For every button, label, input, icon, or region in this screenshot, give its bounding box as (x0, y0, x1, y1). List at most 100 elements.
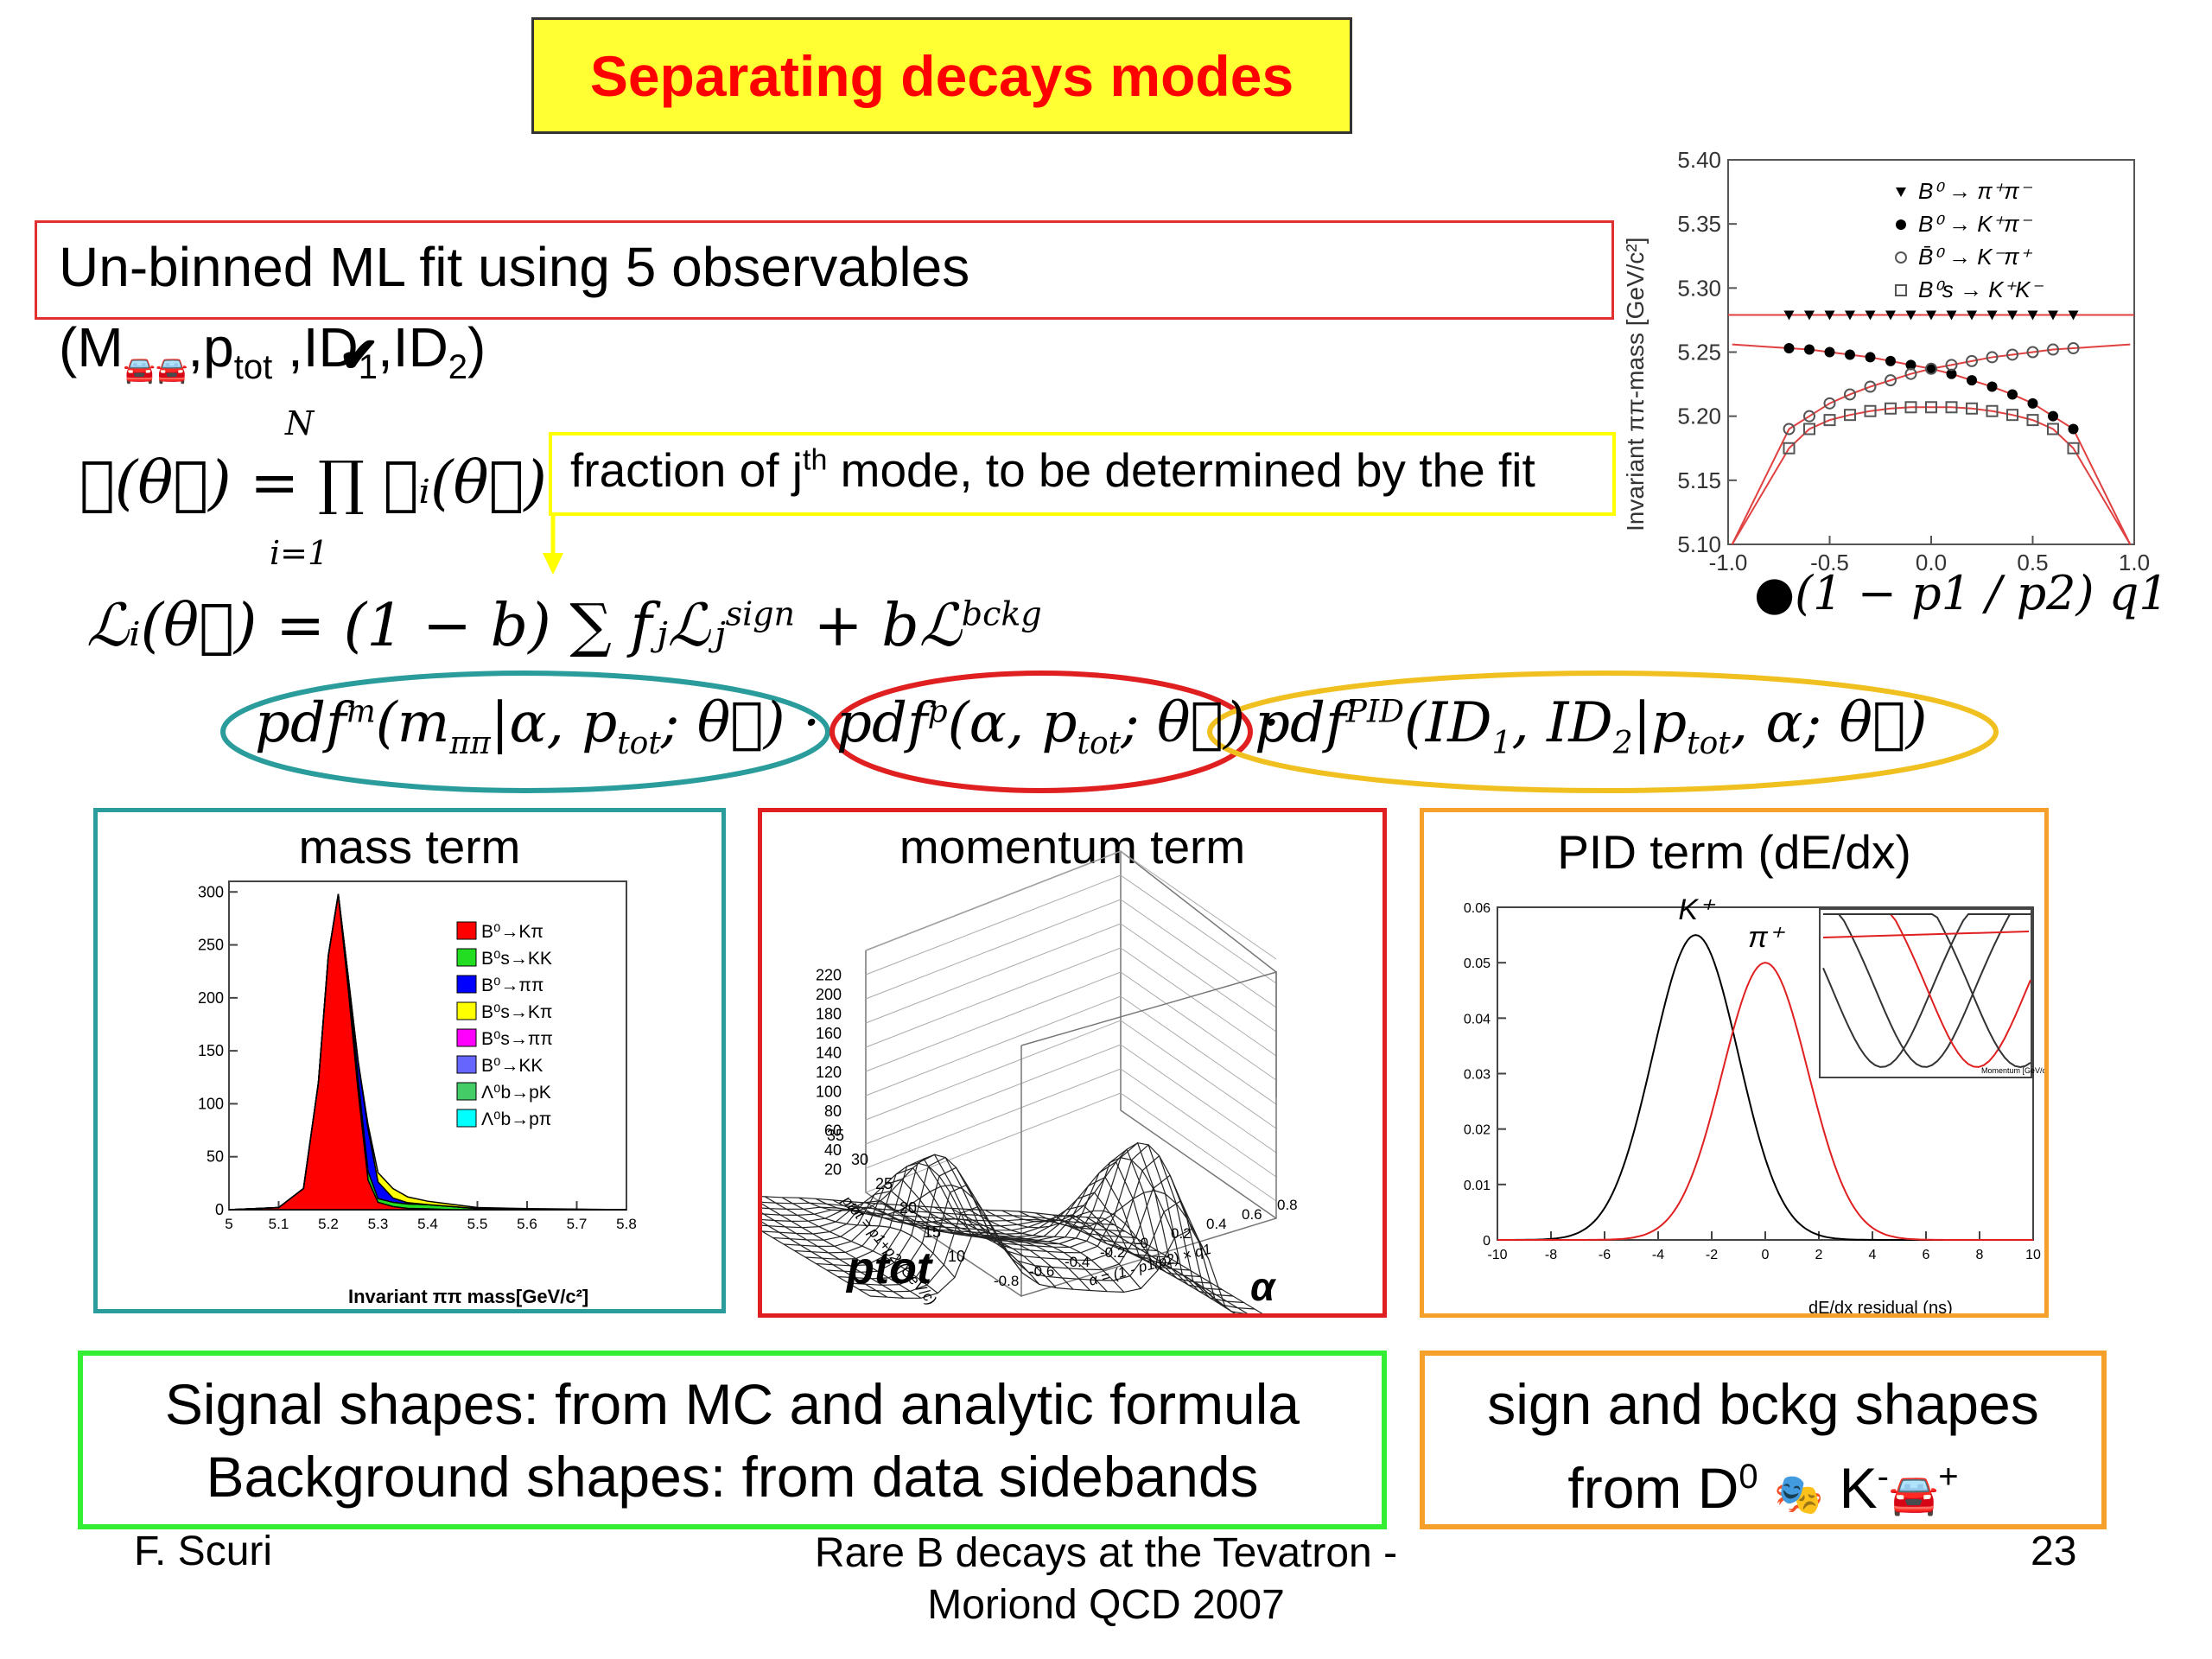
scatter-legend-label: B⁰s → K⁺K⁻ (1918, 276, 2044, 302)
product-upper-limit: N (285, 404, 315, 442)
scatter-point (1967, 310, 1977, 321)
surface-grid-line (865, 1020, 1122, 1121)
scatter-point (2067, 342, 2080, 355)
scatter-y-axis-label: Invariant ππ-mass [GeV/c²] (1622, 238, 1649, 532)
surface-mesh-line (984, 1209, 1159, 1271)
pid-x-tick-label: -4 (1652, 1248, 1664, 1262)
mass-legend-label: B⁰→ππ (481, 976, 543, 995)
surface-box-edge (865, 850, 1277, 1097)
surface-mesh-line (798, 1162, 973, 1236)
pdf-momentum-term: pdfp(α, ptot; θ⃗) · (836, 691, 1281, 761)
surface-z-tick-label: 120 (816, 1064, 842, 1081)
footer-author: F. Scuri (134, 1529, 273, 1574)
scatter-legend-marker (1895, 284, 1907, 296)
scatter-point (1864, 380, 1877, 393)
surface-z-tick-label: 160 (816, 1025, 842, 1042)
scatter-fit-curve (1731, 406, 2132, 545)
control-sample-line2: from D0 🎭 K-🚘+ (1567, 1456, 1959, 1520)
scatter-point (1865, 352, 1876, 363)
surface-mesh-line (762, 1221, 887, 1298)
mass-stack-area (228, 893, 626, 1211)
pid-curve-label: π⁺ (1748, 921, 1786, 954)
surface-grid-line (865, 874, 1122, 976)
surface-grid-line (1120, 995, 1277, 1105)
scatter-y-tick-label: 5.35 (1677, 211, 1721, 237)
surface-mesh-line (883, 1203, 1057, 1288)
surface-grid-line (865, 1092, 1122, 1193)
mass-x-axis-label: Invariant ππ mass[GeV/c²] (348, 1286, 588, 1307)
mass-vs-alpha-chart: 5.10 5.15 5.20 5.25 5.30 5.35 5.40 -1.0 -0.5 0.0… (1622, 147, 2150, 575)
surface-y-tick-label: 35 (827, 1127, 844, 1144)
surface-x-tick-label: -0.2 (1100, 1244, 1125, 1261)
surface-z-tick-label: 40 (824, 1141, 842, 1159)
pid-x-tick-label: 10 (2025, 1248, 2041, 1262)
surface-grid-line (1120, 923, 1277, 1033)
surface-mesh-line (781, 1197, 956, 1278)
mass-legend-swatch (456, 948, 477, 967)
scatter-point (1925, 362, 1937, 375)
likelihood-total: ℒ(θ⃗) = ∏ ℒᵢ(θ⃗) (79, 449, 547, 518)
scatter-point (1803, 410, 1815, 423)
surface-grid-line (865, 947, 1122, 1048)
pid-inset-curve (1823, 913, 2031, 1068)
scatter-point (2006, 348, 2018, 361)
surface-y-tick-label: 30 (851, 1151, 868, 1168)
scatter-point (2047, 343, 2059, 356)
mass-ellipse (220, 671, 830, 793)
momentum-term-panel: momentum term 20 40 60 80 100 120 140 160 180 200… (758, 808, 1387, 1318)
scatter-point (1966, 402, 1978, 415)
mass-y-tick-label: 150 (198, 1042, 224, 1059)
pid-y-tick-label: 0.06 (1464, 901, 1491, 916)
mass-legend-swatch (456, 921, 477, 940)
pdf-ellipses (220, 671, 1999, 793)
surface-mesh-line (762, 1230, 871, 1297)
pid-x-tick-label: 4 (1869, 1248, 1877, 1262)
scatter-point (2048, 410, 2058, 422)
check-icon: ✔ (339, 327, 379, 382)
observables-line1: Un-binned ML fit using 5 observables (59, 236, 970, 298)
mass-x-tick-label: 5.2 (318, 1216, 339, 1232)
mass-legend-label: Λ⁰b→pπ (481, 1109, 551, 1129)
surface-grid-line (865, 1044, 1122, 1145)
surface-grid-line (865, 923, 1122, 1024)
surface-grid-line (1120, 1068, 1277, 1178)
surface-mesh-line (1086, 1217, 1249, 1313)
surface-z-tick-label: 140 (816, 1045, 842, 1062)
scatter-y-tick-label: 5.30 (1677, 275, 1721, 301)
surface-x-tick-label: 0.2 (1171, 1225, 1192, 1242)
pid-x-tick-label: -6 (1599, 1248, 1611, 1262)
mass-legend-label: B⁰→Kπ (481, 922, 543, 942)
fraction-annotation-box (549, 432, 1616, 516)
scatter-point (1905, 310, 1916, 321)
scatter-legend-marker (1896, 219, 1906, 230)
mass-legend-label: B⁰s→ππ (481, 1029, 553, 1049)
surface-mesh-line (950, 1207, 1125, 1293)
pid-inset-curve (1823, 913, 2031, 1069)
mass-stack-area (228, 893, 627, 1211)
background-shapes-line: Background shapes: from data sidebands (206, 1445, 1259, 1509)
scatter-point (1945, 401, 1958, 414)
scatter-point (1824, 310, 1835, 321)
mass-x-tick-label: 5.7 (567, 1216, 588, 1232)
mass-legend-label: Λ⁰b→pK (481, 1083, 551, 1103)
mass-histogram: 0 50 100 150 200 250 300 5 5.1 5.2 5.3 5.4 5.5 5.6 5.… (198, 880, 637, 1307)
scatter-legend-marker (1895, 251, 1907, 264)
pid-term-title: PID term (dE/dx) (1557, 825, 1911, 879)
scatter-point (1823, 414, 1836, 427)
scatter-point (1864, 404, 1877, 417)
footer-page-number: 23 (2031, 1529, 2077, 1574)
surface-z-tick-label: 80 (824, 1103, 842, 1120)
scatter-x-tick-label: -0.5 (1810, 550, 1849, 575)
surface-mesh-line (866, 1202, 1040, 1285)
surface-x-tick-label: 0.4 (1206, 1216, 1227, 1232)
scatter-point (1885, 355, 1896, 366)
surface-grid-line (865, 995, 1122, 1096)
scatter-legend-label: B⁰ → K⁺π⁻ (1918, 211, 2033, 237)
surface-mesh-line (762, 1212, 905, 1299)
pid-x-tick-label: -10 (1487, 1248, 1507, 1262)
scatter-point (1946, 310, 1957, 321)
mass-x-tick-label: 5.1 (269, 1216, 289, 1232)
surface-mesh-line (1052, 1214, 1226, 1308)
scatter-point (2068, 310, 2079, 321)
scatter-point (1946, 368, 1957, 379)
